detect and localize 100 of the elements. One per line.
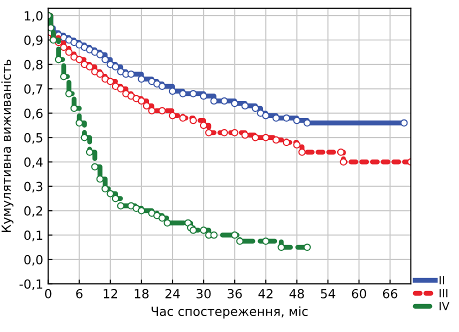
point xyxy=(65,48,73,56)
legend-label: IV xyxy=(440,302,450,310)
x-tick-label: 6 xyxy=(76,288,82,298)
point xyxy=(293,141,301,149)
point xyxy=(158,107,166,114)
point xyxy=(142,102,150,110)
y-tick-label: 0,7 xyxy=(24,84,42,95)
point xyxy=(220,97,228,105)
point xyxy=(168,88,176,95)
y-tick-label: -0,1 xyxy=(20,279,42,290)
point xyxy=(304,244,311,251)
x-tick-label: 54 xyxy=(320,289,336,298)
point xyxy=(340,158,348,166)
y-tick-label: 0,5 xyxy=(24,133,42,144)
point xyxy=(337,148,345,156)
x-tick-label: 0 xyxy=(45,288,52,298)
point xyxy=(179,90,187,98)
point xyxy=(50,36,58,44)
y-tick-label: 0,8 xyxy=(24,60,42,71)
x-tick-label: 24 xyxy=(165,288,180,298)
point xyxy=(127,70,135,78)
point xyxy=(117,85,124,92)
point xyxy=(241,102,249,110)
x-tick-label: 18 xyxy=(134,288,149,298)
y-tick-label: 0,2 xyxy=(24,206,42,217)
point xyxy=(236,238,244,245)
point xyxy=(210,97,218,105)
point xyxy=(200,122,208,130)
point xyxy=(164,219,172,227)
point xyxy=(231,231,238,239)
point xyxy=(252,104,260,112)
point xyxy=(91,68,98,76)
point xyxy=(252,134,260,142)
point xyxy=(272,114,280,122)
x-tick-label: 66 xyxy=(383,288,398,298)
point xyxy=(262,134,270,142)
x-tick-label: 30 xyxy=(196,288,211,298)
legend-label: II xyxy=(440,276,444,284)
point xyxy=(200,92,208,100)
point xyxy=(132,204,140,212)
point xyxy=(190,226,197,234)
point xyxy=(91,163,98,170)
point xyxy=(96,175,104,183)
point xyxy=(86,148,94,156)
point xyxy=(158,82,166,90)
point xyxy=(117,202,124,210)
point xyxy=(158,214,166,222)
point xyxy=(112,194,120,202)
point xyxy=(262,112,270,120)
point xyxy=(304,119,311,127)
point xyxy=(278,244,285,251)
point xyxy=(101,185,109,192)
point xyxy=(168,112,176,120)
point xyxy=(298,148,306,156)
point xyxy=(138,97,146,105)
point xyxy=(272,136,280,144)
x-axis-title: Час спостереження, міс xyxy=(152,306,308,318)
y-tick-label: 0,4 xyxy=(24,157,43,168)
y-tick-label: 1,0 xyxy=(24,11,43,22)
point xyxy=(205,128,212,136)
point xyxy=(282,114,290,122)
point xyxy=(210,231,218,239)
point xyxy=(190,90,197,98)
legend-label: III xyxy=(440,289,448,298)
x-tick-label: 48 xyxy=(290,288,304,298)
point xyxy=(91,48,98,56)
point xyxy=(400,119,408,127)
point xyxy=(122,90,130,98)
point xyxy=(112,63,120,71)
point xyxy=(282,138,290,146)
x-tick-label: 12 xyxy=(104,288,118,298)
point xyxy=(80,134,88,142)
point xyxy=(60,44,68,51)
x-tick-label: 60 xyxy=(352,288,366,298)
point xyxy=(200,226,208,234)
y-tick-label: 0,9 xyxy=(24,35,42,46)
x-tick-label: 42 xyxy=(258,288,272,298)
point xyxy=(179,114,187,122)
point xyxy=(231,128,238,136)
point xyxy=(241,131,249,139)
y-tick-label: 0,3 xyxy=(24,182,42,193)
point xyxy=(70,104,78,112)
point xyxy=(138,207,146,214)
point xyxy=(293,116,301,124)
point xyxy=(65,90,73,98)
point xyxy=(76,56,83,64)
point xyxy=(106,190,114,198)
point xyxy=(60,72,68,80)
x-tick-label: 36 xyxy=(228,288,242,298)
y-tick-label: 0,0 xyxy=(24,254,43,266)
point xyxy=(190,116,197,124)
point xyxy=(101,56,109,64)
point xyxy=(96,70,104,78)
y-tick-label: 0,6 xyxy=(24,108,43,120)
point xyxy=(220,128,228,136)
point xyxy=(138,75,146,83)
point xyxy=(148,107,156,114)
point xyxy=(54,56,62,64)
point xyxy=(76,119,83,127)
point xyxy=(262,238,270,245)
